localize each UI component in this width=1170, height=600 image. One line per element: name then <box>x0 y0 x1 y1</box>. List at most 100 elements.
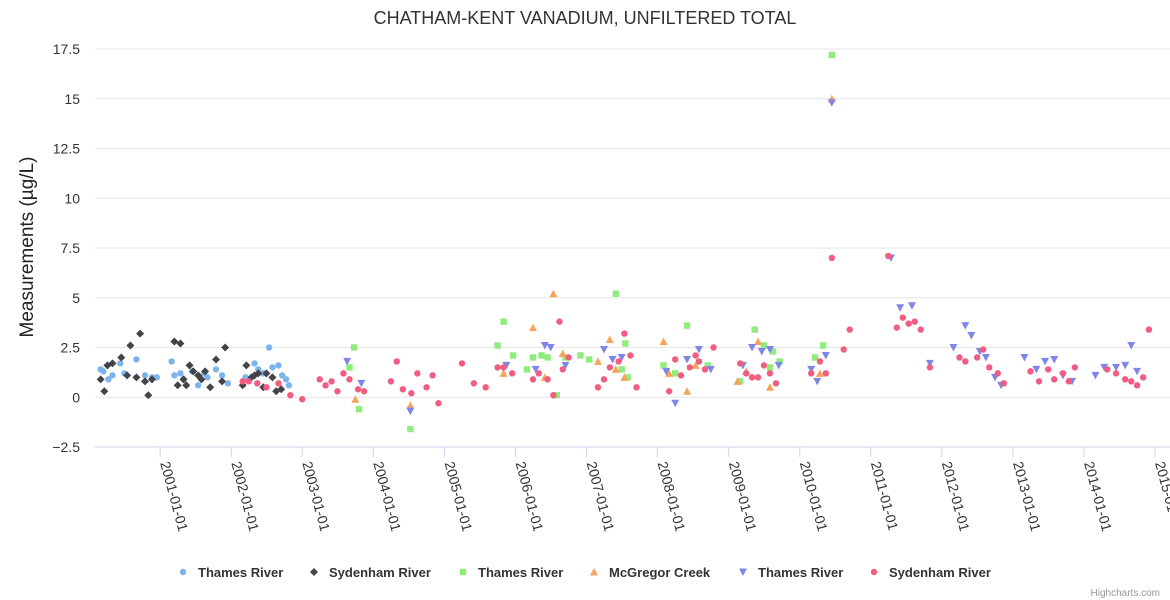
legend-item[interactable]: Thames River <box>179 565 283 580</box>
data-point <box>458 360 466 367</box>
data-point <box>429 372 436 379</box>
legend-item[interactable]: McGregor Creek <box>590 565 711 580</box>
data-point <box>282 376 290 383</box>
data-point <box>1035 378 1043 385</box>
data-point <box>683 355 692 364</box>
x-tick-label: 2006-01-01 <box>513 460 547 534</box>
legend-item[interactable]: Thames River <box>459 565 563 580</box>
data-point <box>117 360 124 367</box>
data-point <box>1100 363 1109 372</box>
data-point <box>961 322 970 330</box>
data-point <box>821 351 830 360</box>
data-point <box>1071 364 1079 371</box>
data-point <box>811 354 819 361</box>
data-point <box>617 353 626 362</box>
x-tick-label: 2009-01-01 <box>726 460 760 534</box>
data-point <box>177 370 184 377</box>
data-point <box>126 341 135 350</box>
data-point <box>360 388 368 395</box>
data-point <box>594 384 602 391</box>
data-point <box>265 344 273 351</box>
data-point <box>967 332 976 340</box>
data-point <box>218 372 226 379</box>
data-point <box>577 352 584 359</box>
data-point <box>494 342 501 349</box>
legend-item[interactable]: Thames River <box>739 565 843 580</box>
data-point <box>691 361 700 369</box>
data-point <box>105 376 112 383</box>
data-point <box>760 362 768 369</box>
data-point <box>611 365 620 373</box>
y-axis-title: Measurements (µg/L) <box>17 157 38 338</box>
data-point <box>1050 355 1059 364</box>
data-point <box>671 356 679 363</box>
data-point <box>743 370 750 377</box>
data-point <box>194 382 202 389</box>
data-point <box>500 318 507 325</box>
y-tick-label: 15 <box>64 91 80 107</box>
legend-label: McGregor Creek <box>609 565 711 580</box>
data-point <box>615 358 622 365</box>
data-point <box>263 384 270 391</box>
data-point <box>316 376 323 383</box>
data-point <box>1128 378 1135 385</box>
data-point <box>710 344 717 351</box>
data-point <box>686 364 693 371</box>
data-point <box>949 344 958 352</box>
data-point <box>221 343 230 352</box>
data-point <box>254 380 261 387</box>
data-point <box>123 371 132 380</box>
data-point <box>1059 370 1067 377</box>
data-point <box>1139 374 1147 381</box>
data-point <box>701 366 709 373</box>
data-point <box>561 361 570 370</box>
data-point <box>182 381 191 390</box>
data-point <box>973 354 981 361</box>
y-tick-label: 12.5 <box>53 141 80 157</box>
data-point <box>917 326 924 333</box>
data-point <box>509 352 517 359</box>
grid <box>95 48 1170 448</box>
data-point <box>1091 371 1100 380</box>
data-point <box>242 361 251 370</box>
data-point <box>600 376 608 383</box>
data-point <box>350 344 358 351</box>
legend-marker <box>310 568 318 576</box>
data-point <box>423 384 430 391</box>
data-point <box>189 367 198 376</box>
credits-link[interactable]: Highcharts.com <box>1091 588 1160 599</box>
data-point <box>544 376 551 383</box>
legend-item[interactable]: Sydenham River <box>870 565 991 580</box>
data-point <box>808 370 815 377</box>
data-point <box>694 345 703 354</box>
legend-marker <box>739 568 747 576</box>
data-point <box>1112 363 1121 372</box>
data-point <box>168 358 175 365</box>
data-point <box>540 342 549 350</box>
y-axis-ticks: −2.5 0 2.5 5 7.5 10 12.5 15 17.5 <box>52 41 80 455</box>
data-point <box>1104 366 1111 373</box>
data-point <box>254 369 263 378</box>
data-point <box>962 358 969 365</box>
data-point <box>885 252 892 260</box>
data-point <box>748 344 757 352</box>
data-point <box>627 352 634 359</box>
legend-label: Thames River <box>478 565 563 580</box>
data-point <box>754 374 762 381</box>
data-point <box>819 342 827 349</box>
data-point <box>218 377 227 386</box>
data-point <box>197 375 206 384</box>
data-point <box>275 362 282 369</box>
legend-item[interactable]: Sydenham River <box>310 565 431 580</box>
x-tick-label: 2004-01-01 <box>370 460 404 534</box>
data-point <box>827 99 836 107</box>
data-point <box>618 366 625 373</box>
data-point <box>502 361 511 370</box>
data-point <box>1121 361 1130 370</box>
data-point <box>1065 378 1073 385</box>
data-point <box>624 374 631 381</box>
data-point <box>340 370 347 377</box>
data-point <box>1032 365 1041 374</box>
plot-area <box>96 51 1153 433</box>
